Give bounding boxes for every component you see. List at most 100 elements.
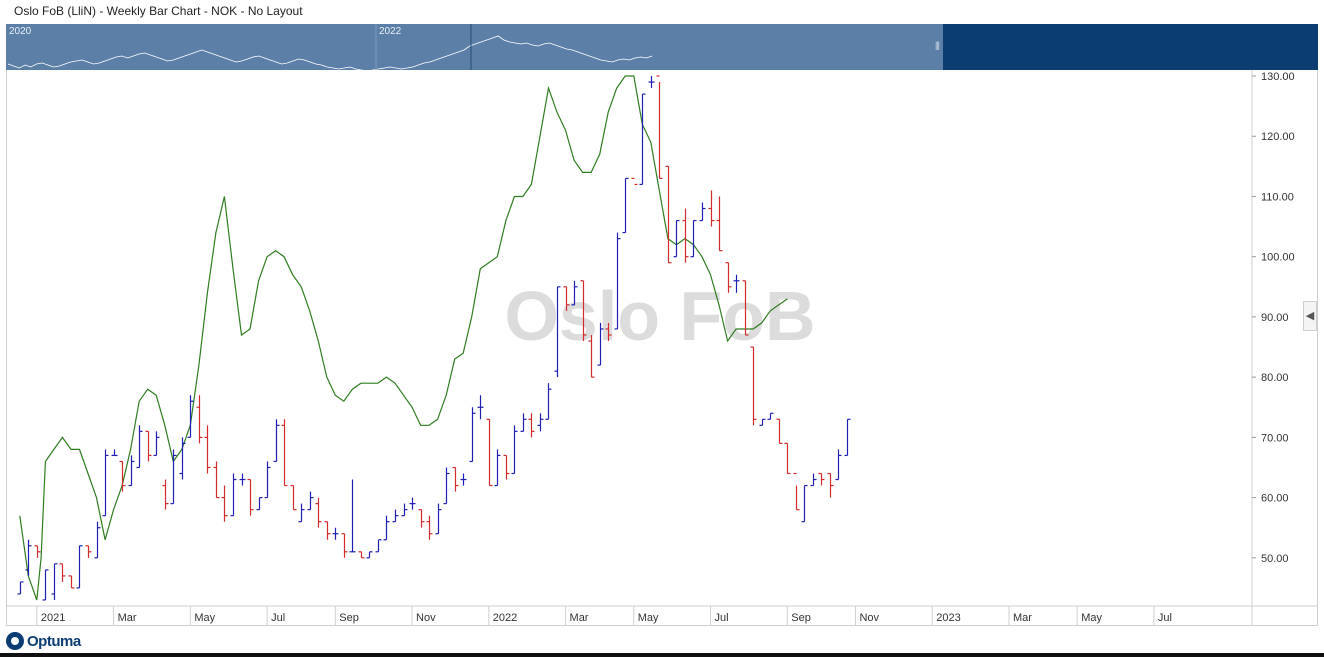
ohlc-bar bbox=[409, 497, 416, 510]
ohlc-bar bbox=[264, 461, 271, 499]
overview-sparkline bbox=[7, 24, 653, 70]
y-tick-label: 70.00 bbox=[1261, 432, 1289, 444]
ohlc-bar bbox=[51, 563, 58, 600]
ohlc-bar bbox=[102, 449, 109, 517]
ohlc-bar bbox=[503, 454, 510, 480]
x-tick-label: Mar bbox=[118, 612, 137, 624]
ohlc-bar bbox=[716, 196, 723, 252]
ohlc-bar bbox=[639, 93, 646, 186]
ohlc-bar bbox=[725, 262, 732, 293]
ohlc-bar bbox=[179, 437, 186, 480]
ohlc-bar bbox=[665, 165, 672, 264]
ohlc-bar bbox=[750, 346, 757, 426]
ohlc-bar bbox=[136, 425, 143, 469]
ohlc-bar bbox=[298, 503, 305, 523]
ohlc-bar bbox=[401, 503, 408, 517]
ohlc-bar bbox=[494, 449, 501, 487]
ohlc-bar bbox=[273, 419, 280, 463]
ohlc-bar bbox=[810, 473, 817, 487]
ohlc-bar bbox=[307, 491, 314, 511]
ohlc-bar bbox=[793, 472, 800, 511]
ohlc-bar bbox=[656, 75, 663, 180]
ohlc-bar bbox=[588, 334, 595, 378]
ohlc-bar bbox=[818, 472, 825, 486]
ohlc-bar bbox=[239, 473, 246, 486]
ohlc-bar bbox=[835, 449, 842, 481]
x-tick-label: May bbox=[194, 612, 215, 624]
overview-navigator[interactable]: 2020 2022 ||| bbox=[6, 24, 1318, 70]
ohlc-bar bbox=[332, 527, 339, 540]
ohlc-bar bbox=[605, 322, 612, 342]
x-tick-label: Mar bbox=[570, 612, 589, 624]
ohlc-bar bbox=[366, 551, 373, 559]
y-tick-label: 120.00 bbox=[1261, 131, 1295, 143]
watermark-text: Oslo FoB bbox=[504, 277, 815, 355]
ohlc-bar bbox=[708, 190, 715, 227]
ohlc-bar bbox=[528, 413, 535, 438]
ohlc-bar bbox=[435, 503, 442, 535]
ohlc-bar bbox=[204, 425, 211, 474]
ohlc-bar bbox=[545, 383, 552, 420]
ohlc-bar bbox=[418, 509, 425, 528]
ohlc-bar bbox=[511, 425, 518, 475]
ohlc-bar bbox=[776, 418, 783, 444]
ohlc-bar bbox=[460, 473, 467, 486]
x-tick-label: 2023 bbox=[936, 612, 960, 624]
ohlc-bar bbox=[759, 418, 766, 426]
x-tick-label: Sep bbox=[791, 612, 811, 624]
x-tick-label: Mar bbox=[1013, 612, 1032, 624]
ohlc-bar bbox=[614, 232, 621, 330]
overview-year-label: 2022 bbox=[379, 26, 402, 37]
ohlc-bar bbox=[733, 274, 740, 293]
ohlc-bar bbox=[230, 473, 237, 517]
ohlc-bar bbox=[801, 484, 808, 523]
x-tick-label: Nov bbox=[416, 612, 436, 624]
ohlc-bar bbox=[767, 412, 774, 420]
x-tick-label: May bbox=[638, 612, 659, 624]
ohlc-bar bbox=[375, 539, 382, 553]
ohlc-bar bbox=[358, 551, 365, 559]
ohlc-bar bbox=[520, 413, 527, 432]
y-tick-label: 130.00 bbox=[1261, 71, 1295, 83]
ohlc-bar bbox=[349, 479, 356, 553]
overview-drag-handle-icon[interactable]: ||| bbox=[935, 40, 940, 50]
indicator-line bbox=[19, 75, 788, 601]
x-tick-label: Jul bbox=[1158, 612, 1172, 624]
ohlc-bar bbox=[76, 545, 83, 589]
x-tick-label: 2022 bbox=[493, 612, 517, 624]
ohlc-bar bbox=[68, 575, 75, 589]
ohlc-bar bbox=[145, 430, 152, 462]
ohlc-bar bbox=[111, 449, 118, 457]
ohlc-bar bbox=[213, 461, 220, 499]
ohlc-bar bbox=[256, 496, 263, 511]
overview-visible-window[interactable] bbox=[943, 24, 1318, 70]
brand-logo: Optuma bbox=[6, 630, 81, 652]
ohlc-bar bbox=[537, 413, 544, 432]
ohlc-bar bbox=[341, 533, 348, 558]
ohlc-bar bbox=[554, 286, 561, 378]
ohlc-bar bbox=[784, 442, 791, 475]
y-tick-label: 50.00 bbox=[1261, 553, 1289, 565]
ohlc-bar bbox=[187, 395, 194, 438]
ohlc-bar bbox=[571, 280, 578, 306]
chart-window-title: Oslo FoB (LliN) - Weekly Bar Chart - NOK… bbox=[14, 4, 303, 18]
ohlc-bar bbox=[94, 521, 101, 559]
ohlc-bar bbox=[25, 539, 32, 576]
ohlc-bar bbox=[827, 472, 834, 498]
ohlc-bar bbox=[247, 478, 254, 516]
ohlc-bar bbox=[452, 466, 459, 492]
optuma-logo-icon bbox=[6, 632, 24, 650]
ohlc-bar bbox=[742, 280, 749, 336]
ohlc-bar bbox=[469, 407, 476, 463]
ohlc-bar bbox=[699, 202, 706, 222]
ohlc-bar bbox=[128, 455, 135, 487]
chevron-left-icon[interactable]: ◀ bbox=[1303, 301, 1317, 331]
ohlc-bar bbox=[85, 545, 92, 558]
y-tick-label: 100.00 bbox=[1261, 252, 1295, 264]
ohlc-bar bbox=[170, 449, 177, 505]
ohlc-bar bbox=[196, 395, 203, 444]
x-tick-label: Jul bbox=[715, 612, 729, 624]
ohlc-bar bbox=[59, 563, 66, 582]
ohlc-bar bbox=[324, 521, 331, 540]
